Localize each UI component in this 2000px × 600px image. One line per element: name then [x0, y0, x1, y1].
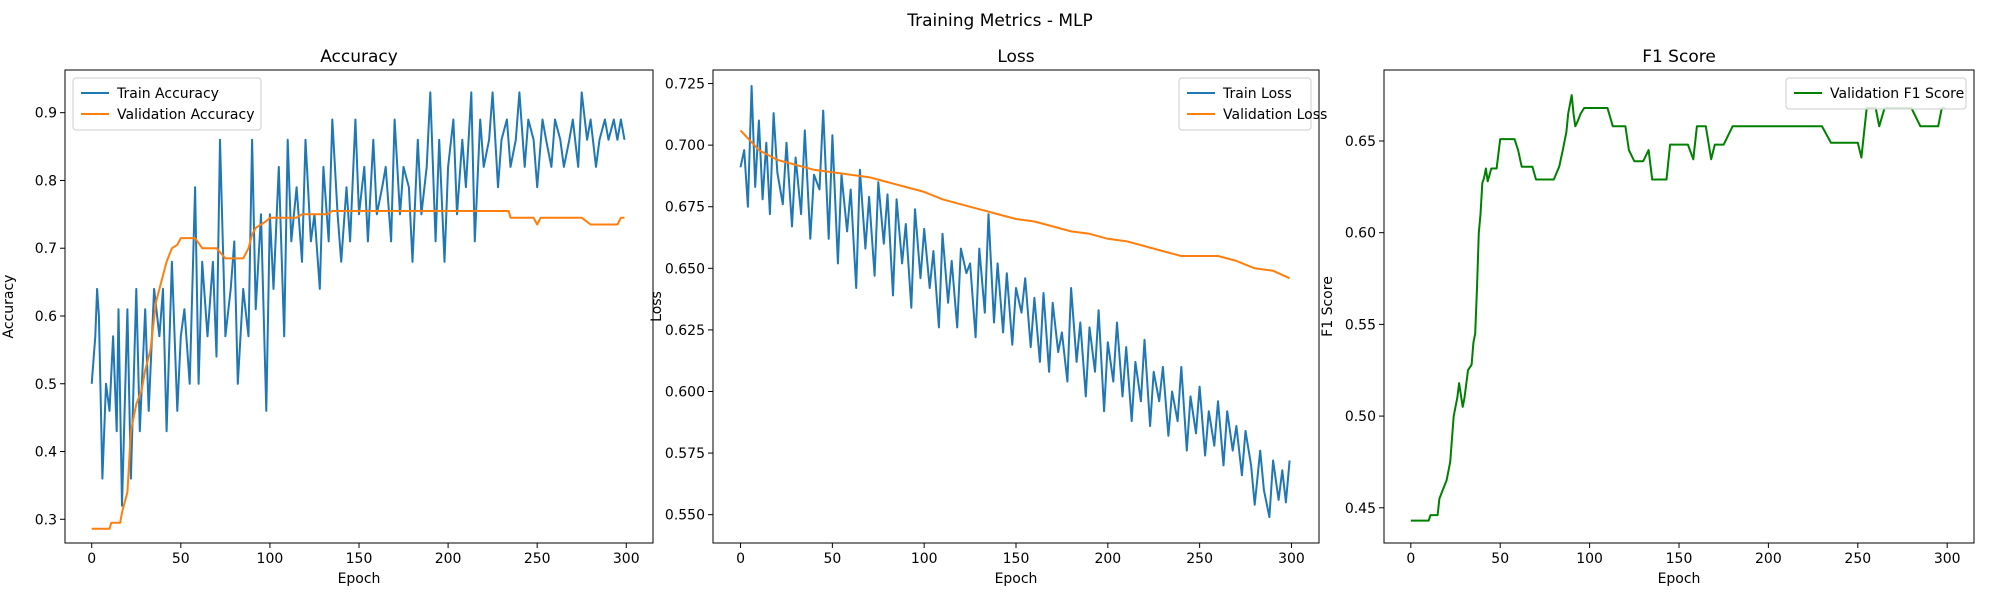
accuracy-x-axis-label: Epoch: [338, 571, 381, 587]
validation-loss-legend-label: Validation Loss: [1223, 107, 1327, 123]
x-tick-label: 0: [736, 551, 745, 567]
f1-score-title: F1 Score: [1642, 47, 1716, 67]
x-tick-label: 250: [524, 551, 551, 567]
x-tick-label: 0: [87, 551, 96, 567]
accuracy-legend: Train Accuracy Validation Accuracy: [72, 77, 262, 131]
x-tick-label: 200: [1755, 551, 1782, 567]
x-tick-label: 200: [1094, 551, 1121, 567]
f1-score-x-axis-label: Epoch: [1658, 571, 1701, 587]
x-tick-label: 200: [435, 551, 462, 567]
train-loss-legend-label: Train Loss: [1222, 86, 1292, 102]
loss-title: Loss: [997, 47, 1034, 67]
y-tick-label: 0.50: [1345, 409, 1376, 425]
y-tick-label: 0.9: [35, 106, 57, 122]
y-tick-label: 0.4: [35, 445, 57, 461]
f1-score-legend: Validation F1 Score: [1785, 77, 1967, 110]
validation-accuracy-line: [91, 210, 625, 530]
y-tick-label: 0.600: [665, 384, 705, 400]
x-tick-label: 50: [823, 551, 841, 567]
y-tick-label: 0.3: [35, 512, 57, 528]
y-tick-label: 0.625: [665, 323, 705, 339]
legend-box: [72, 77, 262, 131]
y-tick-label: 0.60: [1345, 226, 1376, 242]
train-accuracy-legend-label: Train Accuracy: [116, 86, 219, 102]
x-tick-label: 50: [1491, 551, 1509, 567]
y-tick-label: 0.6: [35, 309, 57, 325]
x-tick-label: 300: [1934, 551, 1961, 567]
y-tick-label: 0.55: [1345, 317, 1376, 333]
x-tick-label: 50: [172, 551, 190, 567]
f1-score-y-axis-label: F1 Score: [1320, 276, 1336, 337]
train-loss-line: [739, 85, 1291, 519]
train-accuracy-line: [90, 91, 626, 507]
validation-loss-line: [739, 129, 1291, 280]
y-tick-label: 0.700: [665, 138, 705, 154]
figure-title: Training Metrics - MLP: [906, 11, 1093, 31]
x-tick-label: 100: [257, 551, 284, 567]
accuracy-panel: Accuracy 0 50 100 150 200 250 300 0.3 0.4 0.5 0.6 0.…: [1, 47, 654, 587]
x-tick-label: 300: [613, 551, 640, 567]
y-tick-label: 0.725: [665, 77, 705, 93]
y-tick-label: 0.7: [35, 241, 57, 257]
x-tick-label: 100: [911, 551, 938, 567]
x-tick-label: 150: [1003, 551, 1030, 567]
f1-score-panel: F1 Score 0 50 100 150 200 250 300 0.45 0.50 0.55 0.…: [1320, 47, 1975, 587]
accuracy-y-axis-label: Accuracy: [1, 275, 17, 339]
x-tick-label: 150: [346, 551, 373, 567]
accuracy-title: Accuracy: [320, 47, 398, 67]
legend-box: [1785, 77, 1967, 110]
loss-legend: Train Loss Validation Loss: [1178, 77, 1327, 131]
y-tick-label: 0.650: [665, 261, 705, 277]
x-tick-label: 250: [1844, 551, 1871, 567]
validation-accuracy-legend-label: Validation Accuracy: [117, 107, 255, 123]
y-tick-label: 0.675: [665, 200, 705, 216]
y-tick-label: 0.45: [1345, 501, 1376, 517]
validation-f1-score-line: [1410, 94, 1946, 522]
loss-panel: Loss 0 50 100 150 200 250 300 0.550 0.575 0.600 0.6…: [649, 47, 1327, 587]
y-tick-label: 0.5: [35, 377, 57, 393]
x-tick-label: 250: [1186, 551, 1213, 567]
y-tick-label: 0.65: [1345, 134, 1376, 150]
loss-x-axis-label: Epoch: [995, 571, 1038, 587]
x-tick-label: 0: [1406, 551, 1415, 567]
y-tick-label: 0.550: [665, 508, 705, 524]
x-tick-label: 150: [1666, 551, 1693, 567]
legend-box: [1178, 77, 1312, 131]
validation-f1-score-legend-label: Validation F1 Score: [1830, 86, 1964, 102]
y-tick-label: 0.8: [35, 173, 57, 189]
x-tick-label: 300: [1278, 551, 1305, 567]
y-tick-label: 0.575: [665, 446, 705, 462]
x-tick-label: 100: [1576, 551, 1603, 567]
loss-y-axis-label: Loss: [649, 291, 665, 322]
